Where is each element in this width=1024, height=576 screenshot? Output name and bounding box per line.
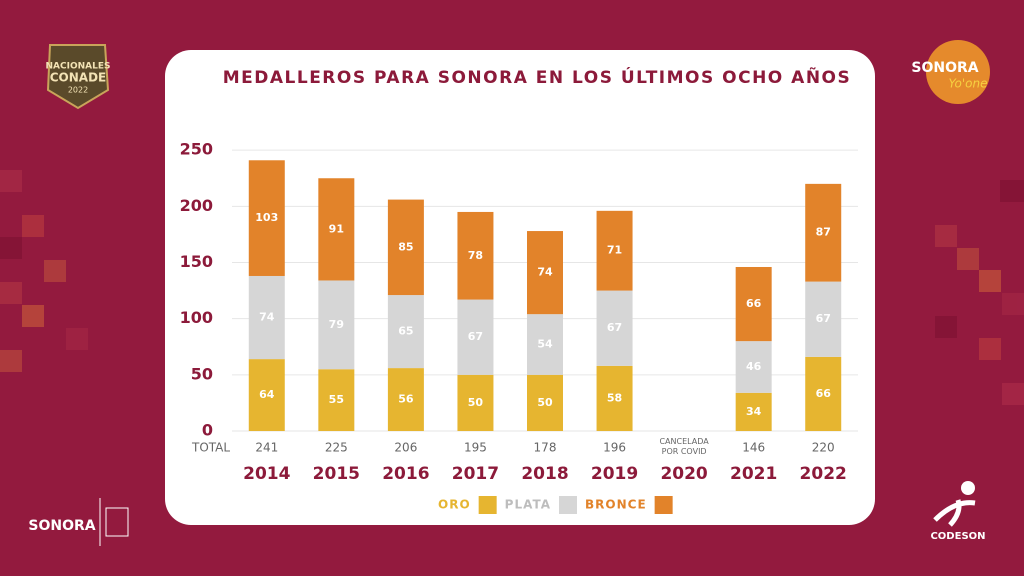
y-tick-label: 100 [180, 308, 213, 327]
bar-segment [527, 374, 563, 431]
logo-text: Yo'one [949, 77, 988, 91]
legend-label: PLATA [505, 498, 551, 512]
value-label: 87 [816, 226, 831, 239]
x-tick-label: 2019 [591, 464, 638, 484]
legend-swatch [559, 496, 577, 514]
bar-segment [248, 359, 285, 431]
bar-segment [457, 299, 494, 375]
total-label: 178 [534, 441, 557, 455]
bar-segment [457, 211, 494, 300]
y-tick-label: 0 [202, 421, 213, 440]
total-label: 225 [325, 441, 348, 455]
bar-segment [805, 356, 842, 431]
total-label: 146 [742, 441, 765, 455]
total-label: 241 [255, 441, 278, 455]
logo-text: 2022 [68, 86, 88, 95]
logo-conade: NACIONALES CONADE 2022 [46, 44, 111, 110]
bar-segment [457, 374, 494, 431]
chart-title: MEDALLEROS PARA SONORA EN LOS ÚLTIMOS OC… [223, 65, 852, 88]
value-label: 46 [746, 360, 762, 373]
bar-segment [527, 231, 563, 315]
legend-label: BRONCE [585, 498, 647, 512]
y-tick-label: 200 [180, 196, 213, 215]
bar-segment [248, 275, 285, 360]
bar-segment [318, 280, 355, 370]
bar-segment [387, 199, 424, 296]
bar-segment [318, 178, 355, 281]
x-tick-label: 2022 [800, 464, 847, 484]
value-label: 54 [537, 338, 553, 351]
value-label: 65 [398, 325, 413, 338]
value-label: 66 [746, 297, 762, 310]
legend-label: ORO [438, 498, 471, 512]
y-tick-label: 250 [180, 140, 213, 159]
total-label: 196 [603, 441, 626, 455]
value-label: 64 [259, 388, 275, 401]
logo-text: SONORA [911, 60, 978, 76]
total-label: 195 [464, 441, 487, 455]
bar-segment [318, 369, 355, 431]
x-tick-label: 2018 [521, 464, 568, 484]
value-label: 55 [329, 393, 344, 406]
bar-segment [387, 368, 424, 431]
value-label: 71 [607, 244, 622, 257]
bar-segment [735, 341, 772, 393]
logo-text: CONADE [50, 71, 107, 85]
bar-segment [248, 160, 285, 276]
x-tick-label: 2016 [382, 464, 429, 484]
bar-segment [735, 266, 772, 342]
logo-text: NACIONALES [46, 62, 111, 72]
total-label: 220 [812, 441, 835, 455]
value-label: 91 [329, 222, 344, 235]
bar-segment [735, 392, 772, 431]
x-tick-label: 2020 [660, 464, 707, 484]
annotation: CANCELADA POR COVID [659, 437, 709, 456]
totals-label: TOTAL [191, 441, 230, 455]
value-label: 66 [816, 387, 832, 400]
logo-text: CODESON [930, 531, 985, 542]
bar-segment [805, 281, 842, 357]
value-label: 103 [255, 211, 278, 224]
decoration [0, 170, 1024, 405]
bar-segment [527, 314, 563, 375]
logo-sonora-yoone: SONORA Yo'one [911, 40, 990, 104]
value-label: 56 [398, 393, 414, 406]
bar-segment [805, 183, 842, 282]
value-label: 58 [607, 391, 622, 404]
x-tick-label: 2017 [452, 464, 499, 484]
y-tick-label: 150 [180, 252, 213, 271]
total-label: 206 [394, 441, 417, 455]
bar-segment [596, 210, 633, 291]
x-tick-label: 2015 [313, 464, 360, 484]
legend-swatch [478, 496, 497, 514]
value-label: 34 [746, 405, 762, 418]
value-label: 74 [537, 266, 553, 279]
value-label: 67 [607, 321, 622, 334]
bar-segment [596, 290, 633, 366]
logo-codeson: CODESON [930, 481, 986, 542]
value-label: 67 [468, 330, 483, 343]
value-label: 67 [816, 312, 831, 325]
bar-segment [387, 295, 424, 369]
logo-text: SONORA [28, 518, 95, 534]
value-label: 79 [329, 318, 344, 331]
value-label: 50 [468, 396, 484, 409]
value-label: 50 [537, 396, 553, 409]
legend-swatch [654, 496, 673, 514]
value-label: 74 [259, 311, 275, 324]
bar-segment [596, 365, 633, 431]
value-label: 78 [468, 249, 483, 262]
x-tick-label: 2014 [243, 464, 290, 484]
y-tick-label: 50 [191, 364, 213, 383]
logo-sonora: SONORA [28, 498, 129, 546]
value-label: 85 [398, 240, 413, 253]
x-tick-label: 2021 [730, 464, 777, 484]
